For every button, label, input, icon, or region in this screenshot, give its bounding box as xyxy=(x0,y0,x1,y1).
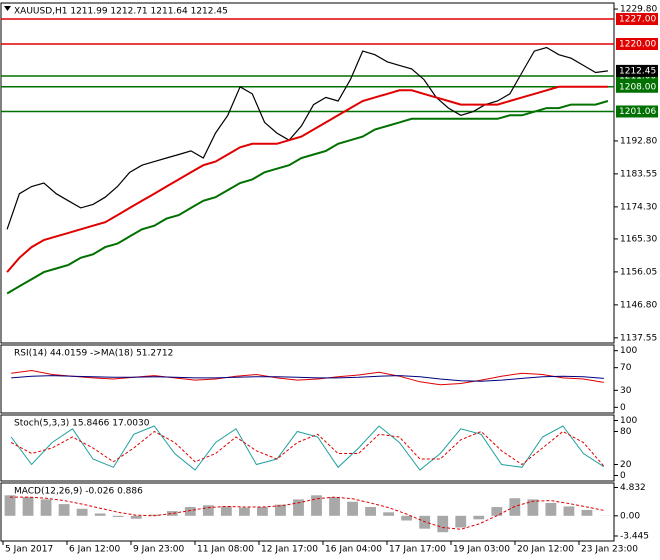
y-tick-label: 70 xyxy=(620,363,632,373)
histogram-bar xyxy=(112,515,124,517)
y-tick-label: 80 xyxy=(620,427,632,437)
panel-frame xyxy=(0,344,615,414)
x-tick-label: 12 Jan 17:00 xyxy=(261,545,318,555)
histogram-bar xyxy=(383,512,395,516)
x-tick-label: 11 Jan 08:00 xyxy=(197,545,254,555)
histogram-bar xyxy=(473,515,485,520)
series-line xyxy=(11,369,604,386)
histogram-bar xyxy=(184,507,196,516)
y-tick-label: 0.00 xyxy=(620,511,640,521)
level-tag xyxy=(616,80,658,93)
level-tag xyxy=(616,105,658,118)
y-tick-label: 0 xyxy=(620,403,626,413)
histogram-bar xyxy=(311,495,322,516)
x-tick-label: 6 Jan 12:00 xyxy=(69,545,121,555)
histogram-bar xyxy=(527,499,539,516)
histogram-bar xyxy=(581,509,593,516)
y-tick-label: 100 xyxy=(620,346,637,356)
x-tick-label: 9 Jan 23:00 xyxy=(133,545,185,555)
level-label: 1201.06 xyxy=(619,107,656,117)
panel-title: XAUUSD,H1 1211.99 1212.71 1211.64 1212.4… xyxy=(14,7,228,17)
histogram-bar xyxy=(94,513,106,516)
histogram-bar xyxy=(365,507,377,516)
histogram-bar xyxy=(545,502,557,516)
histogram-bar xyxy=(166,511,178,516)
y-tick-label: 1229.80 xyxy=(620,5,657,15)
histogram-bar xyxy=(257,507,268,516)
y-tick-label: 0 xyxy=(620,471,626,481)
y-tick-label: 1165.30 xyxy=(620,234,657,244)
series-line xyxy=(10,430,605,467)
series-line xyxy=(11,375,604,382)
series-line xyxy=(6,100,609,295)
panel-title: MACD(12,26,9) -0.026 0.886 xyxy=(14,487,143,497)
histogram-bar xyxy=(58,504,70,516)
panel-title: RSI(14) 44.0159 ->MA(18) 51.2712 xyxy=(14,349,173,359)
histogram-bar xyxy=(329,497,340,516)
level-tag xyxy=(616,37,658,50)
histogram-bar xyxy=(40,499,52,516)
series-line xyxy=(10,425,605,471)
y-tick-label: 4.832 xyxy=(620,483,646,493)
y-tick-label: 20 xyxy=(620,460,632,470)
histogram-bar xyxy=(509,498,521,516)
series-line xyxy=(6,85,608,273)
histogram-bar xyxy=(148,514,160,516)
x-tick-label: 5 Jan 2017 xyxy=(5,545,53,555)
histogram-bar xyxy=(238,507,250,516)
y-tick-label: 1137.55 xyxy=(620,333,657,343)
histogram-bar xyxy=(563,506,575,516)
x-tick-label: 16 Jan 04:00 xyxy=(325,545,382,555)
y-tick-label: 1183.55 xyxy=(620,169,657,179)
price-tag xyxy=(616,64,658,77)
histogram-bar xyxy=(202,505,214,516)
y-tick-label: 1146.80 xyxy=(620,300,657,310)
histogram-bar xyxy=(22,497,34,516)
histogram-bar xyxy=(347,501,358,516)
y-tick-label: 30 xyxy=(620,386,632,396)
histogram-bar xyxy=(130,515,142,519)
series-line xyxy=(6,46,608,230)
level-label: 1220.00 xyxy=(619,39,656,49)
histogram-bar xyxy=(455,515,467,528)
histogram-bar xyxy=(293,499,304,516)
level-label: 1208.00 xyxy=(619,82,656,92)
y-tick-label: 1156.05 xyxy=(620,267,657,277)
histogram-bar xyxy=(4,495,16,516)
y-tick-label: 1174.30 xyxy=(620,202,657,212)
menu-icon xyxy=(4,6,11,11)
histogram-bar xyxy=(491,507,503,516)
y-tick-label: -3.445 xyxy=(620,531,649,541)
x-tick-label: 23 Jan 23:00 xyxy=(581,545,638,555)
level-label: 1227.00 xyxy=(619,15,656,25)
histogram-bar xyxy=(401,515,413,521)
level-tag xyxy=(616,13,658,26)
y-tick-label: 1192.80 xyxy=(620,136,657,146)
histogram-bar xyxy=(437,515,449,533)
histogram-bar xyxy=(419,515,431,529)
x-tick-label: 19 Jan 03:00 xyxy=(453,545,510,555)
panel-frame xyxy=(0,2,615,344)
y-tick-label: 100 xyxy=(620,416,637,426)
x-tick-label: 17 Jan 17:00 xyxy=(389,545,446,555)
histogram-bar xyxy=(220,506,232,516)
x-tick-label: 20 Jan 12:00 xyxy=(517,545,574,555)
price-label: 1212.45 xyxy=(619,66,656,76)
series-line xyxy=(10,496,606,530)
panel-title: Stoch(5,3,3) 15.8466 17.0030 xyxy=(14,419,150,429)
histogram-bar xyxy=(76,508,88,516)
histogram-bar xyxy=(275,504,286,516)
panel-frame xyxy=(0,414,615,482)
panel-frame xyxy=(0,482,615,542)
